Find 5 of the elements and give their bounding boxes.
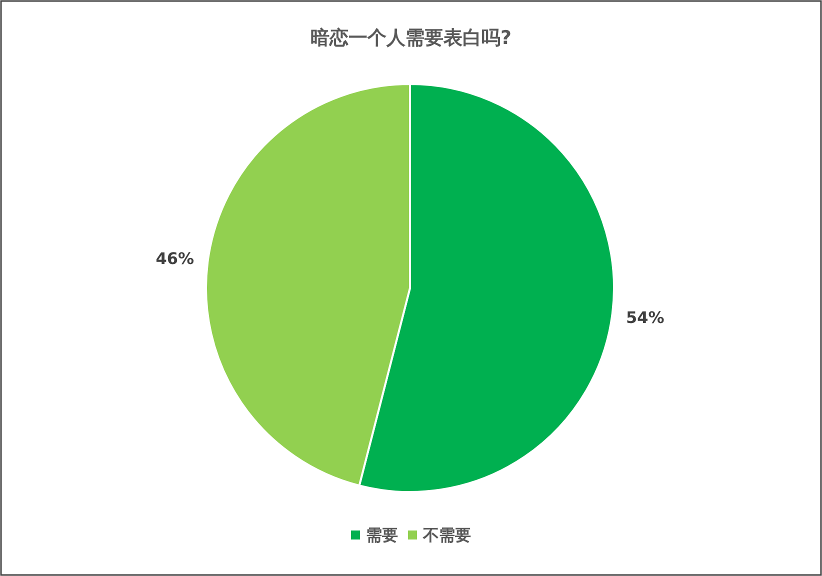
legend-label: 不需要 [422, 526, 471, 544]
data-label: 46% [156, 248, 194, 268]
chart-title: 暗恋一个人需要表白吗? [310, 27, 512, 49]
data-label: 54% [626, 308, 664, 328]
legend-label: 需要 [366, 526, 398, 544]
